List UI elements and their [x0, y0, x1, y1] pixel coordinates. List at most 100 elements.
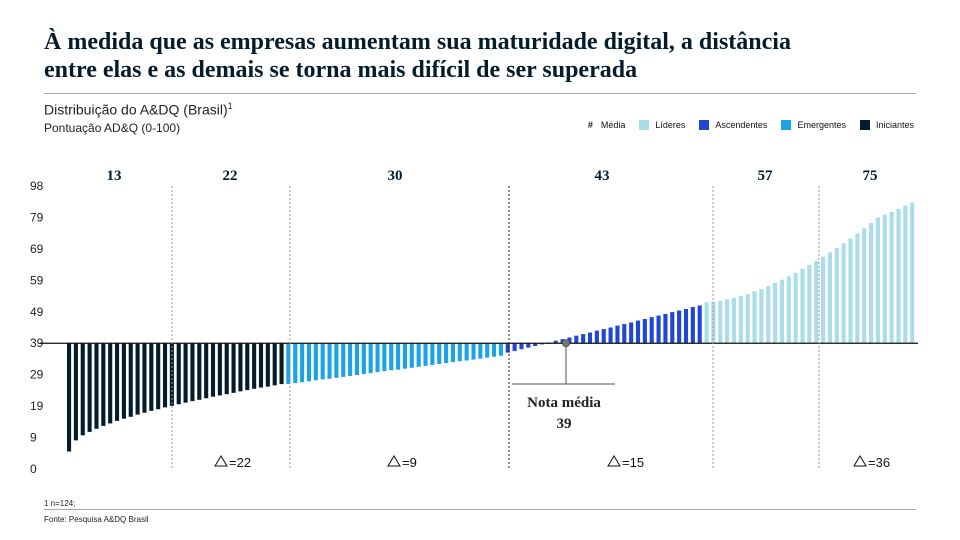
bar: [766, 285, 771, 344]
delta-triangle-icon: [853, 455, 867, 467]
bar: [718, 300, 723, 344]
bar: [382, 343, 387, 372]
bar: [683, 308, 689, 344]
delta-triangle-icon: [607, 455, 621, 467]
bar: [156, 343, 161, 410]
mean-value-label: 39: [557, 416, 572, 432]
bar: [416, 343, 421, 367]
segment-average-label: 30: [388, 168, 403, 184]
y-tick-label: 79: [30, 210, 44, 224]
subtitle-footnote-marker: 1: [227, 101, 233, 111]
legend-swatch-emergentes: [781, 120, 792, 130]
bar: [450, 343, 455, 363]
bar: [437, 343, 442, 364]
legend-item-ascendentes: Ascendentes: [699, 120, 767, 130]
bar: [375, 343, 380, 373]
bar: [217, 343, 222, 396]
segment-average-label: 13: [107, 168, 122, 184]
segment-delta-label: =15: [622, 455, 644, 470]
bar: [238, 343, 243, 392]
subtitle-text: Distribuição do A&DQ (Brasil): [44, 101, 228, 118]
bar: [759, 288, 764, 344]
bar: [704, 302, 709, 344]
legend-item-lideres: Líderes: [639, 120, 685, 130]
bar: [354, 343, 360, 375]
bar: [807, 264, 812, 344]
bar: [855, 233, 860, 344]
bar: [492, 343, 497, 357]
bar: [834, 247, 839, 344]
bar: [567, 337, 572, 344]
bar: [896, 208, 901, 344]
bar: [526, 343, 531, 348]
bar: [498, 343, 503, 356]
bar: [67, 343, 72, 452]
segment-delta-label: =36: [868, 455, 890, 470]
bar: [423, 343, 428, 366]
bar: [677, 310, 682, 344]
bar: [505, 343, 510, 353]
bar: [327, 343, 332, 379]
bar: [848, 238, 853, 344]
top-divider: [44, 93, 916, 94]
legend: # Média Líderes Ascendentes Emergentes I…: [574, 120, 914, 130]
bar: [697, 305, 702, 344]
bar: [629, 322, 634, 344]
chart-subtitle: Distribuição do A&DQ (Brasil)1: [44, 101, 233, 118]
bar: [286, 343, 291, 385]
bar: [396, 343, 401, 370]
y-tick-label: 9: [30, 431, 37, 445]
bar: [87, 343, 92, 432]
delta-triangle-icon: [214, 455, 228, 467]
bar: [608, 327, 613, 344]
bar: [183, 343, 188, 403]
bar: [635, 320, 641, 344]
y-tick-label: 0: [30, 462, 37, 476]
legend-label-iniciantes: Iniciantes: [875, 120, 914, 130]
bar: [258, 343, 264, 388]
legend-swatch-iniciantes: [859, 120, 870, 130]
bar: [245, 343, 250, 391]
bar: [869, 223, 874, 344]
bar: [738, 296, 743, 344]
y-tick-label: 69: [30, 242, 44, 256]
bar: [512, 343, 517, 352]
segment-delta-label: =22: [229, 455, 251, 470]
bar: [252, 343, 257, 389]
bar: [574, 335, 579, 344]
bar: [457, 343, 462, 362]
bar: [121, 343, 126, 419]
bar: [162, 343, 168, 408]
y-tick-label: 29: [30, 368, 44, 382]
bar: [827, 252, 832, 344]
bar: [478, 343, 483, 359]
bar: [814, 260, 819, 344]
bar: [300, 343, 305, 383]
bar: [533, 343, 538, 347]
bar: [210, 343, 216, 397]
y-tick-label: 49: [30, 305, 44, 319]
bar: [862, 228, 867, 344]
bar: [444, 343, 449, 364]
legend-label-ascendentes: Ascendentes: [715, 120, 768, 130]
bar: [409, 343, 414, 368]
bar: [663, 313, 668, 344]
chart-title-line-1: À medida que as empresas aumentam sua ma…: [44, 29, 791, 55]
source-note: Fonte: Pesquisa A&DQ Brasil: [44, 515, 149, 524]
bar: [149, 343, 154, 411]
segment-average-label: 22: [223, 168, 238, 184]
bar: [313, 343, 318, 381]
bar: [594, 330, 599, 344]
bar: [670, 312, 675, 344]
bar: [821, 256, 826, 344]
bar: [642, 319, 647, 344]
bar: [224, 343, 229, 395]
legend-hash-symbol: #: [587, 120, 593, 130]
bar: [581, 334, 586, 344]
bar: [649, 317, 654, 344]
bar: [231, 343, 236, 393]
mean-label: Nota média: [527, 395, 601, 411]
bar: [306, 343, 312, 382]
bar: [725, 299, 730, 344]
